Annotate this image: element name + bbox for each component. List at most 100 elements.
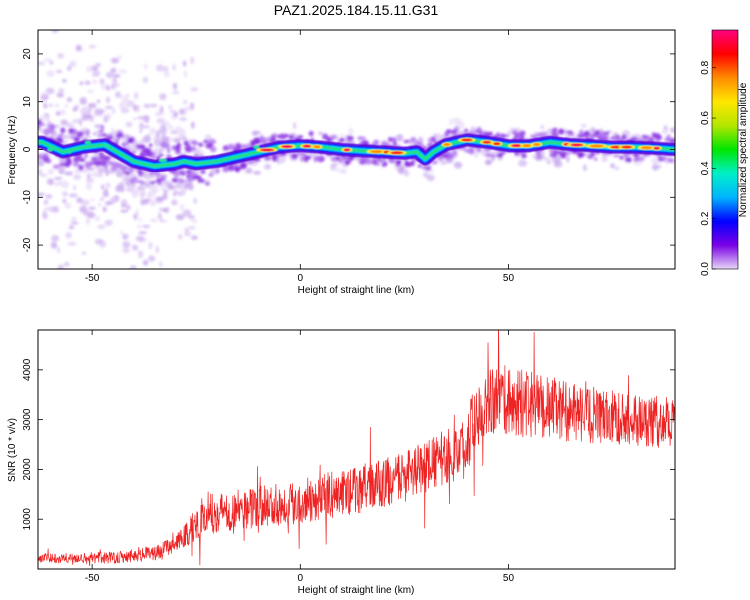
spectrogram-speckle-mark xyxy=(43,103,48,109)
spectrogram-band-mark xyxy=(98,159,107,167)
spectrogram-speckle-mark xyxy=(139,129,143,134)
spectrogram-band-mark xyxy=(301,151,307,157)
spectrogram-speckle-mark xyxy=(56,246,61,254)
spectrogram-panel: -50 0 50 -20 -10 0 10 20 Height of straight li… xyxy=(7,29,676,296)
spectrogram-speckle-mark xyxy=(57,264,65,269)
spectrogram-speckle-mark xyxy=(137,223,141,229)
spectrogram-speckle-mark xyxy=(167,183,171,190)
spectrogram-speckle-mark xyxy=(64,139,69,146)
spectrogram-speckle-mark xyxy=(142,76,149,84)
spectrogram-band-mark xyxy=(156,182,163,186)
spectrogram-band-mark xyxy=(43,128,50,135)
spectrogram-band-mark xyxy=(183,140,189,146)
spectrogram-speckle-mark xyxy=(125,179,131,187)
spectrogram-speckle-mark xyxy=(138,231,147,235)
spectrogram-speckle-mark xyxy=(453,161,463,169)
spectrogram-speckle-mark xyxy=(38,61,46,66)
spectrogram-band-mark xyxy=(623,152,628,158)
ridge-hot-core xyxy=(281,145,293,149)
spectrogram-speckle-mark xyxy=(582,164,587,172)
spectrogram-speckle-mark xyxy=(157,212,162,219)
spectrogram-speckle-mark xyxy=(112,107,116,115)
spectrogram-speckle-mark xyxy=(85,178,95,183)
spectrogram-band-mark xyxy=(174,150,181,154)
spectrogram-speckle-mark xyxy=(83,210,92,217)
spectrogram-speckle-mark xyxy=(38,168,43,176)
spectrogram-band-mark xyxy=(132,176,138,180)
spectrogram-speckle-mark xyxy=(43,58,53,62)
spectrogram-band-mark xyxy=(387,137,393,142)
spectrogram-band-mark xyxy=(266,136,274,141)
spectrogram-speckle-mark xyxy=(40,173,48,177)
spectrogram-speckle-mark xyxy=(99,197,104,201)
spectrogram-band-mark xyxy=(579,129,584,136)
spectrogram-speckle-mark xyxy=(70,221,79,226)
spectrogram-band-mark xyxy=(593,129,601,136)
spectrogram-speckle-mark xyxy=(157,149,164,154)
spectrogram-speckle-mark xyxy=(85,65,93,73)
colorbar-tick-label: 0.0 xyxy=(700,262,711,276)
spectrogram-speckle-mark xyxy=(169,109,176,113)
spectrogram-band-mark xyxy=(155,171,161,178)
spectrogram-speckle-mark xyxy=(175,213,185,221)
spectrogram-band-mark xyxy=(198,142,204,148)
spectrogram-speckle-mark xyxy=(661,129,669,135)
snr-y-axis-label: SNR (10 * v/v) xyxy=(7,418,18,482)
spectrogram-speckle-mark xyxy=(179,204,185,211)
spectrogram-speckle-mark xyxy=(68,193,78,198)
spectrogram-speckle-mark xyxy=(79,97,87,105)
spectrogram-band-mark xyxy=(437,155,444,162)
x-tick-label: 0 xyxy=(298,273,304,284)
spectrogram-band-mark xyxy=(135,143,144,150)
spectrogram-speckle-mark xyxy=(81,113,89,121)
spectrogram-speckle-mark xyxy=(62,191,68,197)
spectrogram-speckle-mark xyxy=(85,217,91,225)
spectrogram-speckle-mark xyxy=(172,137,181,143)
x-tick-label: -50 xyxy=(85,573,100,584)
spectrogram-band-mark xyxy=(56,137,64,142)
spectrogram-speckle-mark xyxy=(81,199,88,205)
spectrogram-speckle-mark xyxy=(159,93,167,101)
spectrogram-speckle-mark xyxy=(55,111,61,116)
spectrogram-speckle-mark xyxy=(112,73,121,78)
spectrogram-band-mark xyxy=(247,160,254,165)
spectrogram-speckle-mark xyxy=(293,122,297,130)
colorbar-tick-label: 0.4 xyxy=(700,161,711,175)
ridge-warm-spot xyxy=(103,143,111,148)
spectrogram-band-mark xyxy=(450,129,458,134)
spectrogram-speckle-mark xyxy=(99,78,105,85)
spectrogram-band-mark xyxy=(313,156,318,163)
spectrogram-speckle-mark xyxy=(42,210,47,215)
spectrogram-speckle-mark xyxy=(566,155,570,163)
ridge-hot-core xyxy=(302,144,312,148)
spectrogram-speckle-mark xyxy=(60,109,66,116)
spectrogram-band-mark xyxy=(383,161,388,166)
spectrogram-speckle-mark xyxy=(62,198,67,204)
spectrogram-speckle-mark xyxy=(64,202,72,210)
spectrogram-speckle-mark xyxy=(110,57,120,64)
spectrogram-speckle-mark xyxy=(158,207,163,212)
spectrogram-y-axis-label: Frequency (Hz) xyxy=(7,116,18,185)
spectrogram-speckle-mark xyxy=(58,88,65,93)
spectrogram-speckle-mark xyxy=(182,60,187,67)
x-tick-label: 50 xyxy=(503,273,515,284)
y-tick-label: 3000 xyxy=(22,408,33,431)
ridge-hot-core xyxy=(640,146,653,150)
spectrogram-speckle-mark xyxy=(87,89,94,94)
spectrogram-band-mark xyxy=(637,156,645,162)
spectrogram-speckle-mark xyxy=(518,159,528,167)
spectrogram-speckle-mark xyxy=(426,174,435,182)
colorbar: 0.0 0.2 0.4 0.6 0.8 Normalized spectral ampl… xyxy=(700,29,749,276)
spectrogram-band-mark xyxy=(549,153,558,158)
spectrogram-speckle-mark xyxy=(125,94,130,98)
spectrogram-speckle-mark xyxy=(168,105,173,109)
spectrogram-band-mark xyxy=(201,178,206,183)
spectrogram-band-mark xyxy=(69,135,76,140)
spectrogram-speckle-mark xyxy=(90,65,99,72)
spectrogram-band-mark xyxy=(403,139,411,144)
spectrogram-speckle-mark xyxy=(143,173,153,179)
spectrogram-speckle-mark xyxy=(140,194,145,199)
spectrogram-speckle-mark xyxy=(183,70,188,78)
y-tick-label: 1000 xyxy=(22,508,33,531)
spectrogram-speckle-mark xyxy=(544,156,548,162)
